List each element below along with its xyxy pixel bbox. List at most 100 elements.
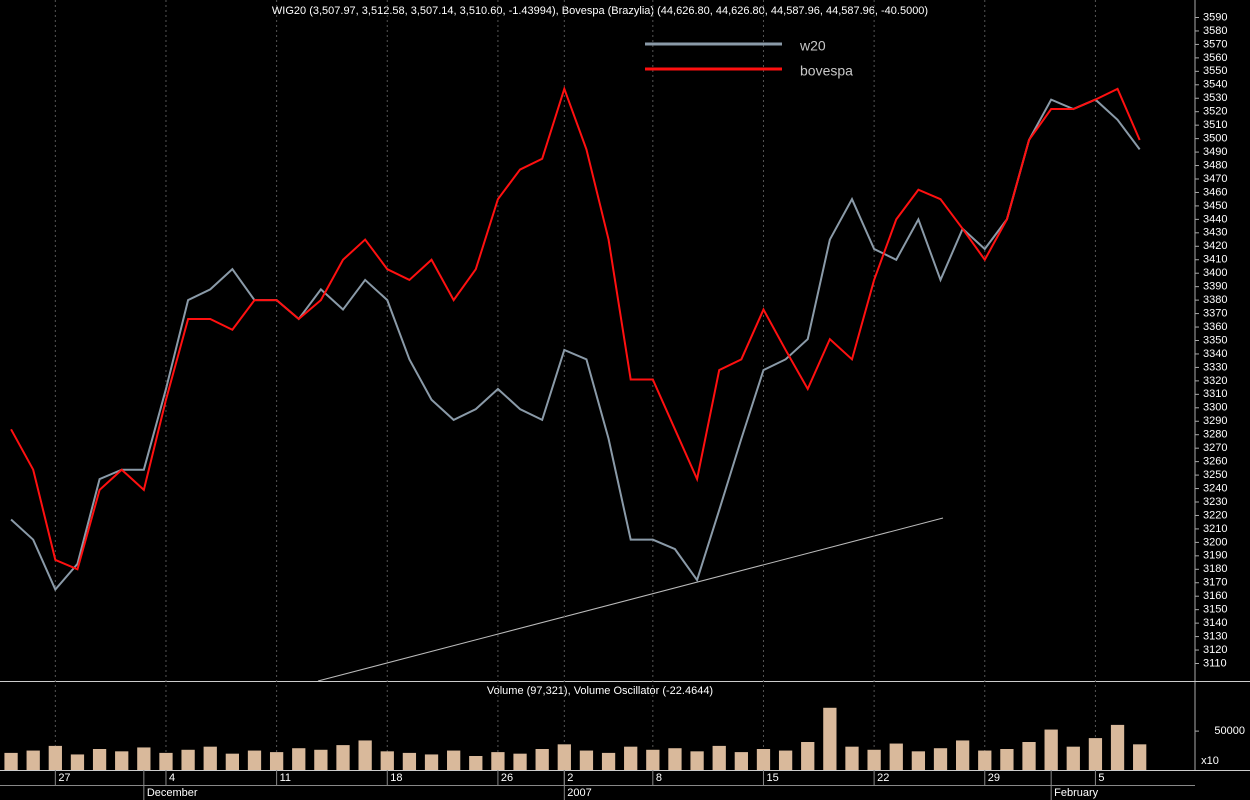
volume-bar xyxy=(247,750,262,770)
volume-bar xyxy=(269,752,284,770)
y-tick-label: 3390 xyxy=(1203,281,1227,293)
volume-bar xyxy=(535,749,549,770)
y-tick-label: 3120 xyxy=(1203,644,1227,656)
y-tick-label: 3180 xyxy=(1203,563,1227,575)
month-label: December xyxy=(147,787,198,799)
y-tick-label: 3510 xyxy=(1203,119,1227,131)
legend-label: w20 xyxy=(799,38,826,54)
y-tick-label: 3270 xyxy=(1203,442,1227,454)
y-tick-label: 3170 xyxy=(1203,577,1227,589)
volume-bar xyxy=(978,750,992,770)
x-tick-label: 18 xyxy=(390,772,402,784)
volume-bar xyxy=(380,751,394,770)
y-tick-label: 3260 xyxy=(1203,456,1227,468)
volume-bar xyxy=(845,746,859,770)
y-tick-label: 3160 xyxy=(1203,590,1227,602)
volume-bar xyxy=(646,749,660,770)
volume-bar xyxy=(1044,729,1058,770)
legend-label: bovespa xyxy=(800,63,853,79)
y-tick-label: 3240 xyxy=(1203,482,1227,494)
volume-bar xyxy=(4,752,18,770)
y-tick-label: 3140 xyxy=(1203,617,1227,629)
volume-bar xyxy=(314,749,328,770)
volume-title: Volume (97,321), Volume Oscillator (-22.… xyxy=(487,685,713,697)
month-label: February xyxy=(1054,787,1099,799)
volume-bar xyxy=(1133,744,1147,770)
volume-bar xyxy=(513,753,527,770)
volume-bar xyxy=(956,740,970,770)
y-tick-label: 3280 xyxy=(1203,429,1227,441)
volume-bar xyxy=(1022,742,1036,770)
volume-bar xyxy=(336,745,350,770)
y-tick-label: 3490 xyxy=(1203,146,1227,158)
volume-bar xyxy=(889,743,903,770)
volume-bar xyxy=(690,751,704,770)
y-tick-label: 3530 xyxy=(1203,92,1227,104)
volume-bar xyxy=(624,746,638,770)
y-tick-label: 3250 xyxy=(1203,469,1227,481)
volume-bar xyxy=(1088,738,1103,770)
volume-bar xyxy=(1110,724,1125,770)
y-tick-label: 3230 xyxy=(1203,496,1227,508)
y-tick-label: 3460 xyxy=(1203,186,1227,198)
volume-unit: x10 xyxy=(1201,755,1219,767)
x-tick-label: 4 xyxy=(169,772,175,784)
y-tick-label: 3320 xyxy=(1203,375,1227,387)
volume-bar xyxy=(26,750,40,770)
volume-bar xyxy=(557,744,571,770)
volume-bar xyxy=(203,746,217,770)
y-tick-label: 3520 xyxy=(1203,106,1227,118)
y-tick-label: 3290 xyxy=(1203,415,1227,427)
volume-bar xyxy=(469,756,483,770)
y-tick-label: 3350 xyxy=(1203,334,1227,346)
x-tick-label: 5 xyxy=(1098,772,1104,784)
volume-bar xyxy=(424,754,439,770)
x-tick-label: 26 xyxy=(501,772,513,784)
y-tick-label: 3480 xyxy=(1203,159,1227,171)
x-tick-label: 11 xyxy=(280,772,291,784)
y-tick-label: 3550 xyxy=(1203,65,1227,77)
volume-bar xyxy=(734,752,748,770)
volume-bar xyxy=(601,752,616,770)
volume-bar xyxy=(159,752,173,770)
volume-bar xyxy=(823,707,837,770)
month-label: 2007 xyxy=(567,787,591,799)
volume-bar xyxy=(911,751,926,770)
volume-bar xyxy=(867,749,881,770)
y-tick-label: 3380 xyxy=(1203,294,1227,306)
volume-bar xyxy=(778,750,793,770)
volume-bar xyxy=(447,750,461,770)
y-tick-label: 3420 xyxy=(1203,240,1227,252)
volume-bar xyxy=(70,754,85,770)
y-tick-label: 3190 xyxy=(1203,550,1227,562)
volume-bar xyxy=(225,753,239,770)
y-tick-label: 3200 xyxy=(1203,536,1227,548)
x-tick-label: 27 xyxy=(58,772,70,784)
y-tick-label: 3580 xyxy=(1203,25,1227,37)
volume-bar xyxy=(115,751,129,770)
volume-bar xyxy=(933,748,948,770)
series-line xyxy=(10,85,1141,571)
volume-bar xyxy=(1066,746,1080,770)
y-tick-label: 3470 xyxy=(1203,173,1227,185)
y-tick-label: 3440 xyxy=(1203,213,1227,225)
y-tick-label: 3330 xyxy=(1203,361,1227,373)
y-tick-label: 3400 xyxy=(1203,267,1227,279)
trend-line xyxy=(317,517,944,682)
volume-bar xyxy=(358,740,372,770)
y-tick-label: 3500 xyxy=(1203,133,1227,145)
volume-bar xyxy=(48,745,62,770)
y-tick-label: 3360 xyxy=(1203,321,1227,333)
y-tick-label: 3300 xyxy=(1203,402,1227,414)
chart-title: WIG20 (3,507.97, 3,512.58, 3,507.14, 3,5… xyxy=(272,5,928,17)
x-tick-label: 22 xyxy=(877,772,889,784)
y-tick-label: 3150 xyxy=(1203,604,1227,616)
volume-bar xyxy=(668,748,682,770)
y-tick-label: 3210 xyxy=(1203,523,1227,535)
y-tick-label: 3110 xyxy=(1203,657,1227,669)
volume-bar xyxy=(712,745,726,770)
x-tick-label: 8 xyxy=(656,772,662,784)
volume-tick-label: 50000 xyxy=(1214,725,1245,737)
